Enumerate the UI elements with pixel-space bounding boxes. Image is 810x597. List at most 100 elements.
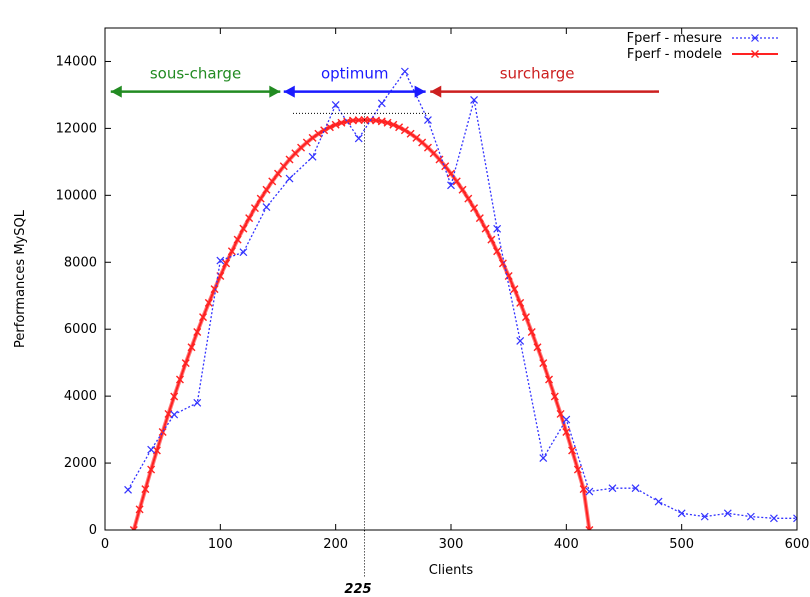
x-tick-label: 0 xyxy=(101,537,109,552)
point-modele xyxy=(412,133,421,142)
point-mesure xyxy=(216,256,225,265)
point-modele xyxy=(227,247,236,256)
annotations: sous-charge optimum surcharge xyxy=(110,65,662,578)
point-mesure xyxy=(585,487,594,496)
point-mesure xyxy=(285,174,294,183)
point-modele xyxy=(262,185,271,194)
point-modele xyxy=(510,285,519,294)
point-modele xyxy=(274,169,282,178)
legend-label-modele: Fperf - modele xyxy=(627,47,722,62)
point-mesure xyxy=(147,445,156,454)
point-modele xyxy=(464,194,473,203)
point-modele xyxy=(204,298,213,307)
point-modele xyxy=(573,465,582,474)
point-modele xyxy=(406,129,415,138)
point-mesure xyxy=(447,181,455,190)
point-modele xyxy=(435,155,444,164)
point-mesure xyxy=(700,512,709,521)
point-mesure xyxy=(562,415,571,424)
point-modele xyxy=(147,465,156,474)
arrow-head xyxy=(283,85,295,98)
point-mesure xyxy=(331,101,340,109)
x-tick-labels: 0 100 200 300 400 500 600 xyxy=(101,537,810,552)
point-modele xyxy=(331,120,340,129)
point-modele xyxy=(170,392,179,401)
point-mesure xyxy=(493,224,502,233)
x-tick-label: 300 xyxy=(439,537,464,552)
point-mesure xyxy=(470,96,478,104)
point-modele xyxy=(279,162,288,171)
point-modele xyxy=(550,392,559,401)
point-modele xyxy=(175,375,184,384)
point-mesure xyxy=(424,116,432,124)
zone-label: optimum xyxy=(321,65,388,83)
point-modele xyxy=(135,505,144,514)
point-modele xyxy=(481,224,490,233)
arrow-head xyxy=(414,85,426,98)
y-tick-label: 8000 xyxy=(64,255,97,270)
zone-label: sous-charge xyxy=(150,65,241,83)
point-modele xyxy=(383,118,392,127)
point-mesure xyxy=(124,485,132,494)
point-modele xyxy=(579,485,588,494)
plot-frame xyxy=(104,27,798,531)
point-modele xyxy=(516,298,525,307)
point-modele xyxy=(187,343,196,352)
point-modele xyxy=(210,285,219,294)
point-mesure xyxy=(354,134,363,143)
legend-marker-modele xyxy=(751,50,759,58)
point-modele xyxy=(377,117,386,126)
point-modele xyxy=(429,149,438,158)
point-modele xyxy=(285,155,294,164)
point-modele xyxy=(320,126,329,135)
point-modele xyxy=(181,359,190,368)
point-mesure xyxy=(400,67,409,76)
point-modele xyxy=(250,204,259,213)
point-modele xyxy=(199,313,208,322)
y-tick-label: 10000 xyxy=(56,188,97,203)
point-mesure xyxy=(193,398,202,407)
point-modele xyxy=(239,224,248,233)
point-mesure xyxy=(608,484,617,493)
point-modele xyxy=(245,214,254,223)
point-modele xyxy=(233,235,242,244)
point-mesure xyxy=(746,512,755,521)
point-modele xyxy=(268,177,277,186)
point-mesure xyxy=(308,152,317,161)
x-tick-label: 400 xyxy=(554,537,579,552)
y-axis-label: Performances MySQL xyxy=(13,209,28,348)
optimum-value-label: 225 xyxy=(344,582,371,597)
point-modele xyxy=(470,204,479,213)
point-modele xyxy=(389,120,398,129)
point-modele xyxy=(539,359,548,368)
y-tick-label: 6000 xyxy=(64,322,97,337)
arrow-head xyxy=(269,85,281,98)
x-axis-label: Clients xyxy=(429,563,474,578)
point-modele xyxy=(395,123,404,132)
legend-marker-mesure xyxy=(751,34,759,42)
point-mesure xyxy=(377,99,386,108)
point-modele xyxy=(458,185,467,194)
series-line-mesure xyxy=(127,70,797,519)
point-mesure xyxy=(723,509,732,518)
arrow-head xyxy=(110,85,122,98)
y-tick-label: 4000 xyxy=(64,389,97,404)
legend: Fperf - mesure Fperf - modele xyxy=(627,31,778,62)
zone-label: surcharge xyxy=(500,65,575,83)
arrow-head xyxy=(430,85,442,98)
point-modele xyxy=(141,485,150,494)
y-tick-label: 12000 xyxy=(56,121,97,136)
series-layer xyxy=(124,67,797,530)
y-tick-label: 0 xyxy=(89,523,97,538)
point-modele xyxy=(562,427,571,436)
point-modele xyxy=(545,375,554,384)
point-modele xyxy=(129,526,138,530)
y-tick-label: 2000 xyxy=(64,456,97,471)
point-mesure xyxy=(516,336,525,345)
point-modele xyxy=(475,214,484,223)
series-line-modele-core xyxy=(132,118,591,530)
point-modele xyxy=(585,526,594,530)
point-modele xyxy=(193,327,202,336)
axis-ticks xyxy=(104,28,798,531)
